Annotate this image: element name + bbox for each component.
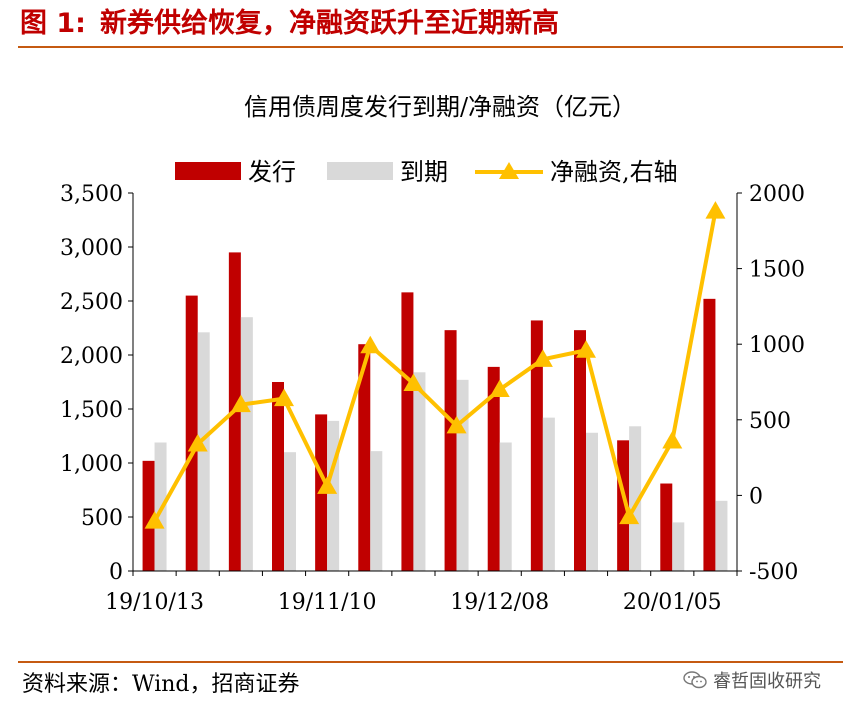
series-issuance-bars	[142, 252, 716, 571]
bar-issuance-11	[617, 440, 630, 571]
y-left-tick-label-3: 1,500	[60, 398, 123, 423]
net-financing-line	[152, 210, 718, 523]
legend-label-issuance: 发行	[248, 158, 296, 186]
net-financing-point-13	[705, 201, 726, 219]
series-net-financing-line	[144, 201, 726, 529]
bar-issuance-5	[358, 344, 371, 571]
bar-maturity-5	[370, 451, 383, 571]
source-note: 资料来源：Wind，招商证券	[22, 672, 300, 697]
net-financing-point-5	[360, 335, 381, 354]
y-left-tick-label-0: 0	[109, 560, 123, 585]
chart: 信用债周度发行到期/净融资（亿元） 发行 到期 净融资,右轴 0 500 1,000 1,…	[60, 93, 805, 615]
bar-issuance-6	[401, 292, 414, 571]
bar-maturity-10	[586, 432, 598, 571]
net-financing-point-2	[230, 394, 251, 413]
y-right-tick-label-5: 2000	[749, 182, 805, 207]
net-financing-point-11	[619, 506, 640, 525]
net-financing-point-9	[532, 349, 553, 367]
bar-issuance-12	[660, 483, 673, 571]
x-tick-label-0: 19/10/13	[105, 590, 204, 615]
watermark: 睿哲固收研究	[683, 667, 821, 693]
figure-header: 图 1: 新券供给恢复，净融资跃升至近期新高	[20, 4, 559, 44]
bar-issuance-10	[574, 330, 586, 571]
net-financing-point-7	[446, 415, 467, 434]
net-financing-point-10	[576, 340, 596, 358]
figure-title: 新券供给恢复，净融资跃升至近期新高	[99, 8, 559, 39]
bar-maturity-13	[715, 500, 728, 571]
bar-maturity-8	[499, 442, 512, 571]
legend-label-net: 净融资,右轴	[550, 158, 678, 186]
top-rule	[18, 46, 843, 48]
net-financing-point-8	[489, 379, 510, 398]
figure-label: 图 1:	[20, 8, 86, 39]
bar-issuance-0	[142, 460, 155, 571]
y-right-tick-label-4: 1500	[749, 258, 805, 283]
y-right-tick-label-3: 1000	[749, 333, 805, 358]
bar-issuance-7	[444, 330, 457, 571]
legend-label-maturity: 到期	[400, 158, 448, 186]
legend: 发行 到期 净融资,右轴	[175, 158, 678, 186]
bar-maturity-3	[284, 452, 296, 571]
x-tick-label-2: 19/12/08	[450, 590, 549, 615]
bar-maturity-1	[197, 332, 210, 571]
bar-maturity-7	[456, 379, 469, 571]
chart-title: 信用债周度发行到期/净融资（亿元）	[244, 93, 636, 121]
net-financing-point-3	[274, 388, 294, 407]
y-left-tick-label-1: 500	[81, 506, 123, 531]
bottom-rule	[18, 661, 843, 663]
y-left-tick-label-6: 3,000	[60, 236, 123, 261]
y-left-tick-label-7: 3,500	[60, 182, 123, 207]
net-financing-point-12	[662, 430, 683, 449]
bar-issuance-1	[185, 295, 198, 571]
watermark-text: 睿哲固收研究	[713, 671, 821, 692]
y-left-tick-label-2: 1,000	[60, 452, 123, 477]
bar-issuance-9	[530, 320, 543, 571]
x-tick-label-1: 19/11/10	[278, 590, 377, 615]
legend-swatch-maturity	[327, 162, 393, 180]
net-financing-point-4	[317, 476, 338, 494]
legend-swatch-issuance	[175, 162, 241, 180]
bar-maturity-12	[672, 522, 685, 571]
bar-maturity-4	[327, 420, 340, 571]
y-right-tick-label-0: -500	[749, 560, 798, 585]
net-financing-point-6	[403, 373, 424, 392]
bar-maturity-9	[542, 417, 555, 571]
legend-marker-net	[499, 162, 519, 179]
bar-issuance-8	[487, 366, 500, 571]
bar-issuance-3	[272, 382, 284, 571]
net-financing-point-0	[144, 511, 165, 529]
bar-issuance-13	[703, 298, 716, 571]
y-right-tick-label-1: 0	[749, 484, 763, 509]
bar-maturity-11	[629, 426, 642, 571]
wechat-icon	[683, 671, 707, 689]
y-left-tick-label-4: 2,000	[60, 344, 123, 369]
series-maturity-bars	[154, 317, 728, 571]
net-financing-point-1	[187, 433, 208, 452]
bar-maturity-6	[413, 372, 426, 571]
y-right-tick-label-2: 500	[749, 409, 791, 434]
bar-maturity-2	[240, 317, 253, 571]
x-tick-label-3: 20/01/05	[623, 590, 722, 615]
y-left-tick-label-5: 2,500	[60, 290, 123, 315]
axes: 0 500 1,000 1,500 2,000 2,500 3,000 3,500 -500 0 5…	[60, 182, 805, 615]
